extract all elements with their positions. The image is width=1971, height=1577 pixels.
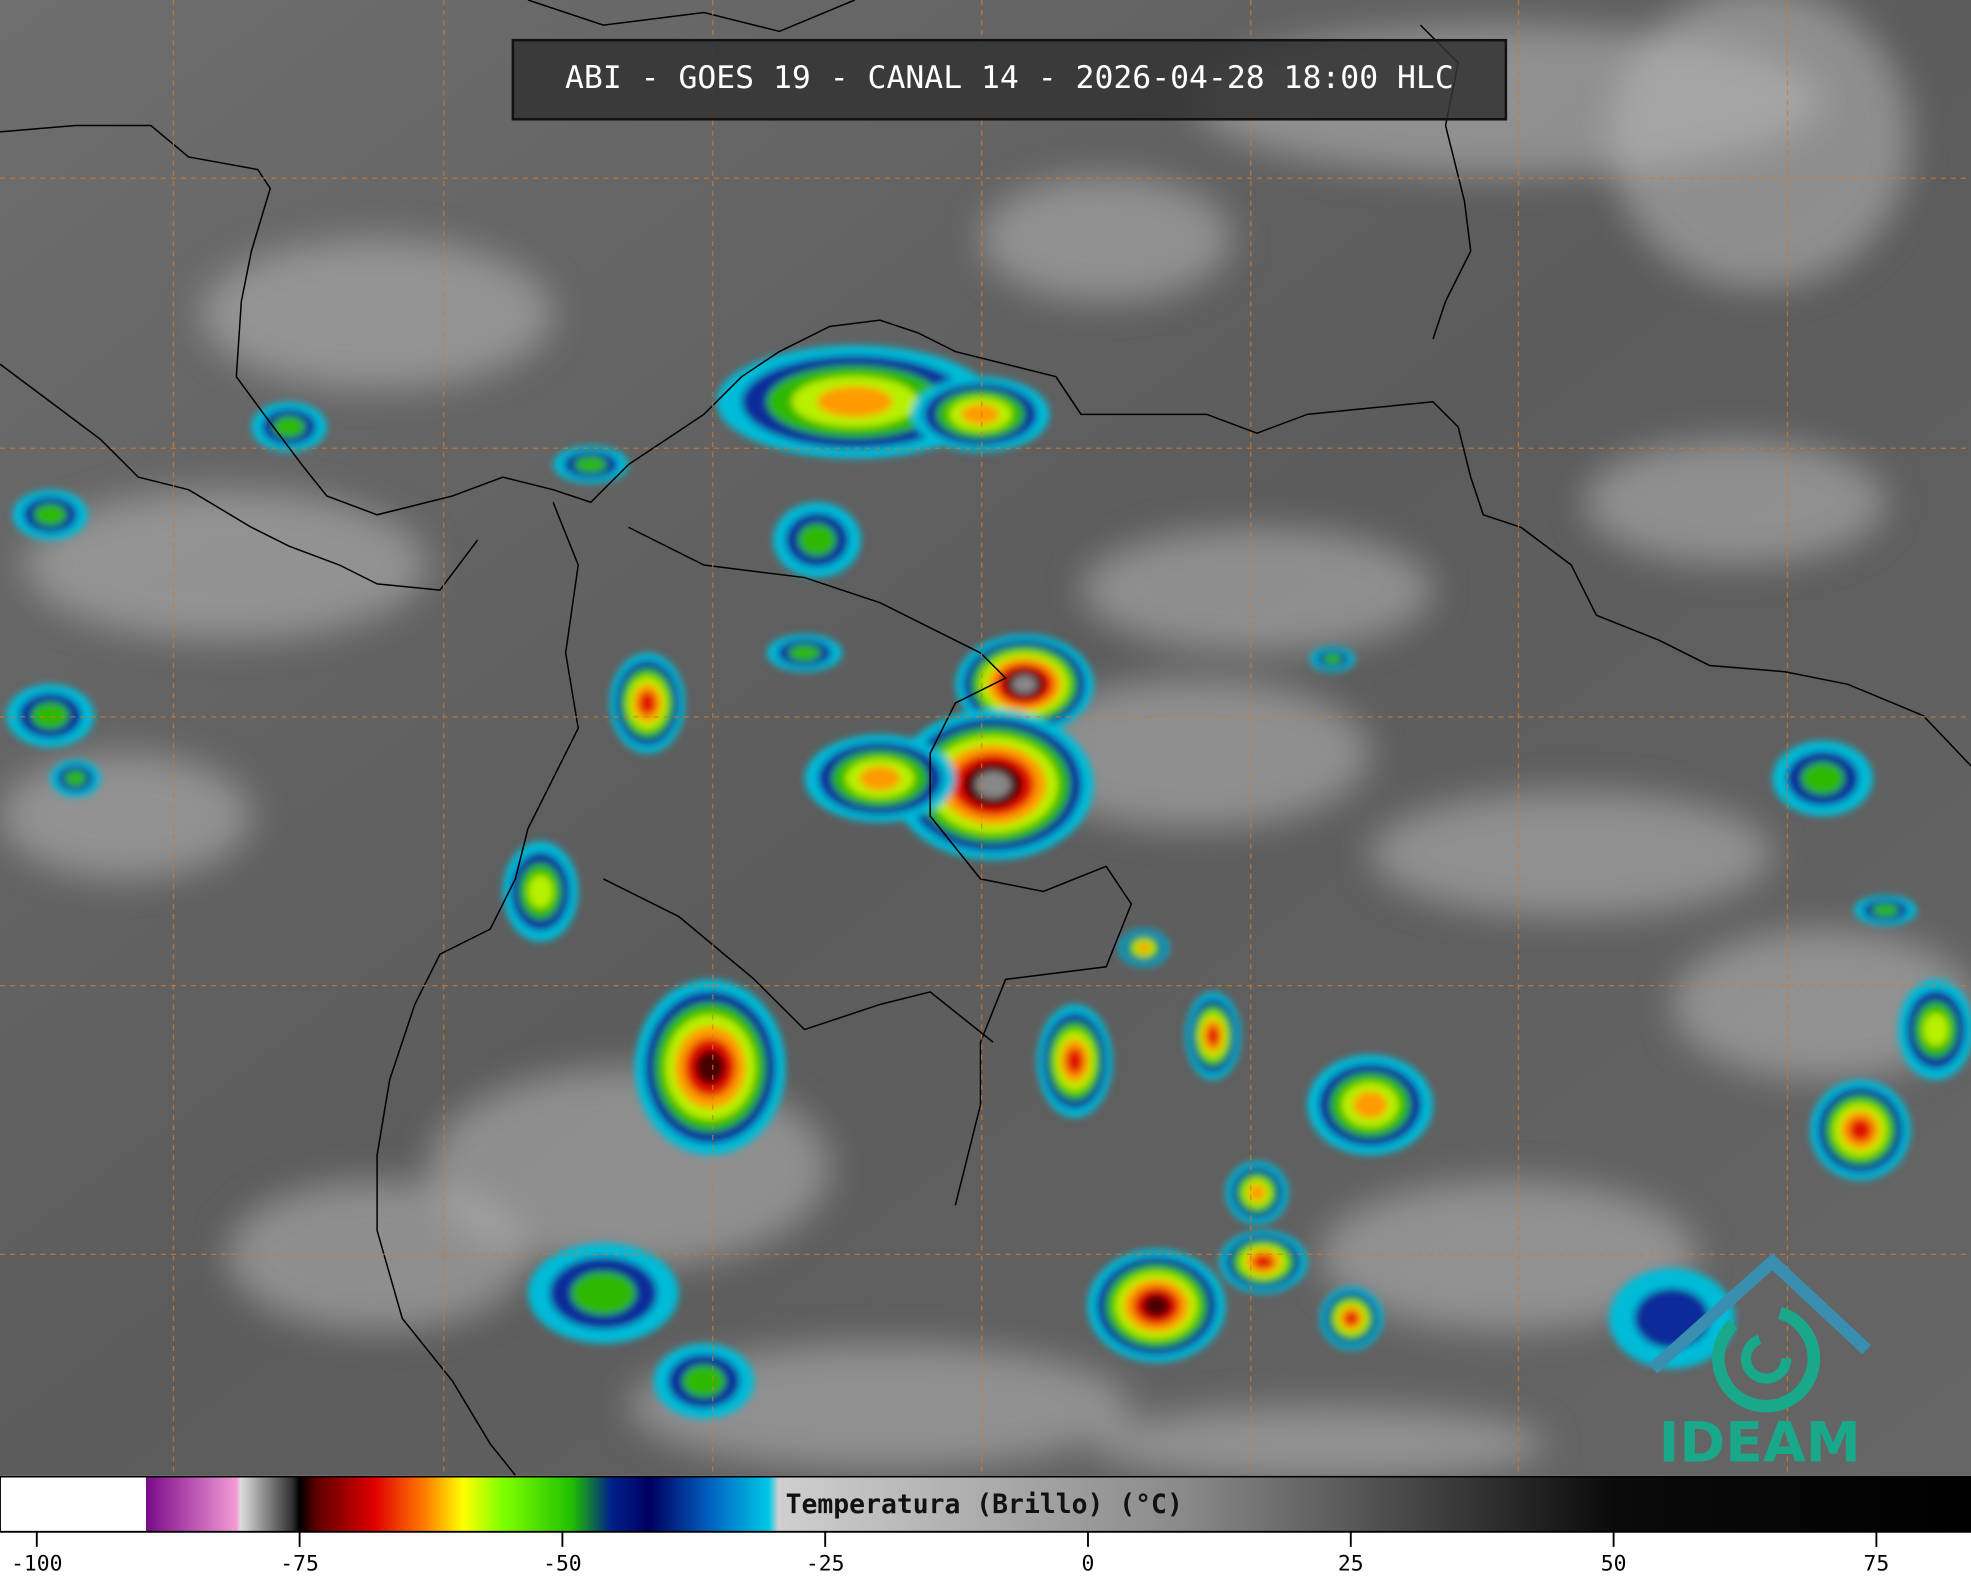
title: ABI - GOES 19 - CANAL 14 - 2026-04-28 18…: [565, 60, 1454, 96]
convective-cell: [34, 504, 67, 526]
convective-cell: [1848, 1118, 1872, 1142]
logo-swirl: [1712, 1304, 1821, 1413]
colorbar-label: Temperatura (Brillo) (°C): [786, 1490, 1183, 1520]
cloud: [1093, 1406, 1547, 1482]
cloud: [0, 753, 252, 879]
graticule: [0, 0, 1971, 1476]
tick-label: 25: [1338, 1551, 1364, 1576]
tick-label: -25: [806, 1551, 845, 1576]
coastline: [527, 0, 856, 33]
convective-cell: [1248, 1184, 1266, 1202]
convective-cell: [695, 1049, 726, 1085]
cloud: [628, 1343, 1132, 1470]
cloud: [1671, 929, 1971, 1080]
logo: IDEAM: [1648, 1253, 1871, 1476]
convective-cell: [1801, 762, 1845, 795]
cloud: [226, 1180, 528, 1331]
title-box: ABI - GOES 19 - CANAL 14 - 2026-04-28 18…: [511, 38, 1508, 121]
coastline: [0, 363, 479, 591]
colorbar-axis: -100 -75 -50 -25 0 25 50 75: [11, 1531, 1890, 1576]
convective-cell: [1353, 1091, 1388, 1119]
convective-cell: [1322, 653, 1343, 665]
convective-cell: [788, 644, 821, 661]
tick-label: 75: [1864, 1551, 1890, 1576]
storm-layer: [6, 345, 1971, 1419]
cloud: [201, 238, 554, 390]
cloud: [25, 489, 428, 641]
convective-cell: [31, 702, 70, 730]
cloud: [1609, 0, 1911, 289]
tick-label: -100: [11, 1551, 62, 1576]
tick-label: -75: [280, 1551, 319, 1576]
tick-label: -50: [543, 1551, 582, 1576]
convective-cell: [817, 386, 893, 418]
tick-label: 0: [1082, 1551, 1095, 1576]
convective-cell: [272, 416, 306, 438]
convective-cell: [798, 523, 836, 557]
cloud: [1081, 527, 1433, 653]
convective-cell: [1137, 942, 1151, 954]
convective-cell: [859, 766, 901, 791]
logo-roof: [1648, 1253, 1871, 1374]
convective-cell: [1142, 1294, 1171, 1318]
cloud: [1319, 1180, 1697, 1331]
convective-cell: [1012, 675, 1037, 694]
cloud-layer: [0, 0, 1971, 1482]
convective-cell: [527, 874, 554, 909]
title-background: [511, 38, 1508, 121]
border: [603, 878, 994, 1043]
coastline: [0, 124, 1971, 767]
border: [628, 526, 1133, 1206]
tick-label: 50: [1601, 1551, 1627, 1576]
logo-text: IDEAM: [1659, 1412, 1861, 1476]
logo-swirl: [1740, 1333, 1792, 1384]
convective-cell: [1634, 1288, 1710, 1349]
convective-cell: [961, 404, 1000, 425]
coastline: [376, 501, 580, 1476]
convective-cell: [975, 771, 1011, 799]
convective-cell: [1066, 1047, 1084, 1074]
cloud: [1370, 791, 1773, 917]
convective-cell: [1872, 903, 1899, 917]
convective-cell: [1206, 1025, 1220, 1046]
convective-cell: [574, 456, 607, 473]
cloud: [1018, 678, 1371, 829]
convective-cell: [1344, 1311, 1359, 1326]
convective-cell: [1923, 1012, 1949, 1047]
convective-cell: [571, 1271, 636, 1315]
coastlines: [0, 0, 1971, 1476]
colorbar: [0, 1475, 1971, 1533]
convective-cell: [638, 691, 657, 715]
convective-cell: [1253, 1254, 1274, 1270]
cloud: [980, 175, 1232, 302]
convective-cell: [682, 1364, 726, 1398]
cloud: [1583, 439, 1886, 566]
convective-cell: [64, 770, 87, 787]
